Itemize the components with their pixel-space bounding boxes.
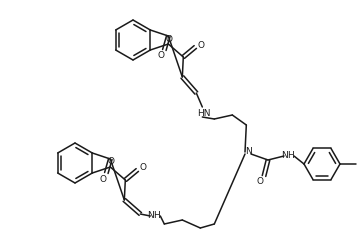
Text: O: O [108, 158, 115, 167]
Text: N: N [281, 151, 287, 161]
Text: O: O [166, 34, 173, 44]
Text: O: O [257, 178, 264, 186]
Text: O: O [100, 175, 107, 184]
Text: N: N [147, 212, 154, 220]
Text: O: O [158, 51, 165, 61]
Text: O: O [198, 41, 205, 49]
Text: HN: HN [197, 109, 211, 117]
Text: H: H [153, 212, 160, 220]
Text: O: O [140, 164, 147, 172]
Text: N: N [245, 147, 251, 157]
Text: H: H [287, 151, 293, 161]
